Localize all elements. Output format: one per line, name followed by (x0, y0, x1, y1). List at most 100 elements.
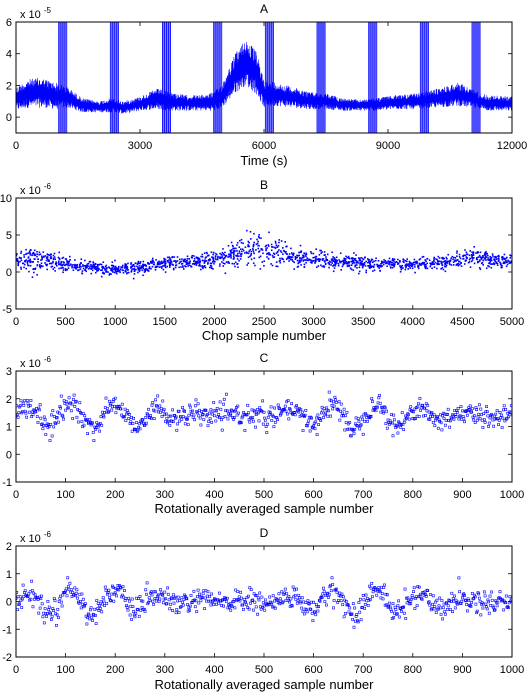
data-point (327, 390, 331, 394)
data-point (181, 415, 185, 419)
data-point (101, 596, 105, 600)
data-point (166, 421, 170, 425)
data-point (303, 263, 306, 266)
data-point (105, 268, 108, 270)
data-point (501, 264, 503, 267)
data-point (112, 599, 116, 603)
data-point (73, 404, 77, 408)
data-point (58, 260, 60, 262)
data-point (396, 604, 400, 608)
data-point (151, 599, 155, 603)
data-point (386, 265, 388, 267)
data-point (433, 424, 437, 428)
data-point (317, 265, 320, 267)
data-point (193, 259, 196, 262)
data-point (159, 407, 163, 411)
panel-d-data (16, 576, 512, 629)
data-point (361, 260, 363, 262)
data-point (241, 253, 243, 255)
x-tick-label: 800 (404, 664, 422, 676)
data-point (124, 265, 127, 268)
data-point (453, 260, 456, 263)
data-point (198, 263, 201, 265)
data-point (56, 265, 58, 267)
data-point (196, 257, 199, 260)
data-point (491, 253, 494, 255)
data-point (174, 266, 177, 269)
data-point (391, 263, 394, 266)
data-point (370, 400, 374, 403)
data-point (211, 256, 213, 258)
data-point (403, 259, 405, 261)
data-point (369, 414, 373, 418)
data-point (393, 262, 395, 264)
data-point (178, 419, 182, 423)
data-point (334, 587, 338, 591)
data-point (71, 266, 73, 269)
data-point (232, 251, 234, 254)
data-point (306, 257, 308, 259)
data-point (391, 261, 393, 264)
panel-title: D (260, 526, 269, 540)
data-point (314, 260, 317, 263)
data-point (255, 594, 259, 598)
data-point (69, 255, 71, 258)
data-point (181, 262, 184, 265)
data-point (167, 598, 171, 602)
data-point (247, 594, 250, 598)
data-point (150, 262, 152, 264)
data-point (470, 410, 474, 414)
data-point (487, 254, 489, 257)
y-tick-label: 4 (6, 49, 12, 61)
data-point (465, 609, 469, 613)
data-point (392, 413, 396, 417)
data-point (80, 420, 84, 424)
data-point (343, 262, 345, 265)
data-point (124, 597, 128, 600)
y-tick-label: 0 (6, 267, 12, 279)
data-point (301, 256, 303, 259)
data-point (356, 267, 358, 269)
data-point (300, 258, 303, 260)
data-point (186, 260, 188, 262)
data-point (301, 429, 305, 432)
data-point (201, 596, 204, 600)
data-point (50, 253, 52, 256)
data-point (472, 252, 475, 255)
data-point (174, 595, 177, 599)
data-point (484, 258, 486, 260)
x-tick-label: 0 (13, 489, 19, 501)
data-point (381, 597, 385, 601)
data-point (145, 581, 149, 585)
data-point (334, 400, 338, 404)
data-point (22, 403, 26, 407)
data-point (188, 262, 191, 264)
data-point (305, 252, 307, 255)
data-point (370, 595, 374, 599)
data-point (352, 625, 356, 629)
data-point (355, 423, 359, 427)
data-point (487, 600, 491, 604)
data-point (154, 599, 158, 603)
data-point (478, 259, 481, 261)
data-point (91, 267, 94, 269)
data-point (303, 256, 305, 258)
data-point (497, 254, 500, 257)
data-point (272, 425, 276, 429)
data-point (446, 604, 450, 608)
data-point (418, 594, 422, 598)
data-point (386, 262, 388, 264)
data-point (241, 248, 244, 250)
data-point (221, 256, 223, 259)
data-point (444, 260, 447, 262)
data-point (219, 263, 221, 265)
data-point (382, 411, 386, 415)
spike-9 (471, 22, 481, 133)
data-point (460, 262, 462, 264)
data-point (322, 265, 325, 267)
data-point (274, 246, 276, 249)
data-point (365, 269, 367, 272)
data-point (246, 251, 248, 254)
panel-c-data (16, 390, 512, 443)
data-point (212, 251, 215, 254)
